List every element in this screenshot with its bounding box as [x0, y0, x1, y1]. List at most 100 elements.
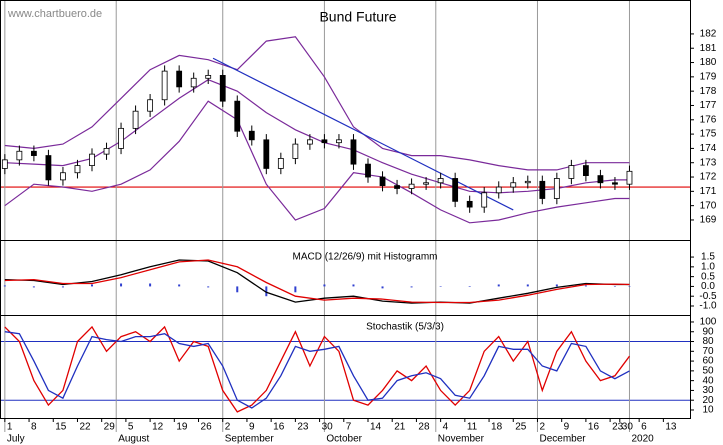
candle-body [205, 75, 212, 79]
histogram-bar [381, 286, 384, 289]
histogram-bar [236, 286, 239, 293]
y-tick-label: 60 [702, 356, 714, 367]
x-tick-label: 16 [273, 422, 285, 433]
candle-body [306, 139, 313, 145]
y-tick-label: 1.0 [701, 261, 715, 272]
histogram-bar [120, 283, 123, 287]
x-tick-label: 8 [31, 422, 37, 433]
candle-body [379, 176, 386, 187]
candle-body [103, 148, 110, 155]
candle-body [481, 192, 488, 208]
y-tick-label: 169 [700, 215, 717, 226]
x-tick-label: 2 [225, 422, 231, 433]
y-tick-label: 171 [700, 186, 717, 197]
y-tick-label: 30 [702, 385, 714, 396]
candle-body [539, 180, 546, 199]
month-label: August [118, 434, 149, 445]
histogram-bar [613, 286, 616, 287]
month-label: October [326, 434, 362, 445]
candle-body [394, 185, 400, 189]
histogram-bar [497, 284, 500, 287]
candle-body [423, 182, 430, 185]
candle-body [350, 139, 357, 165]
y-tick-label: 0.5 [701, 271, 715, 282]
x-tick-label: 7 [346, 422, 352, 433]
x-tick-label: 18 [491, 422, 503, 433]
x-tick-label: 19 [176, 422, 188, 433]
chart-title: Bund Future [319, 9, 396, 25]
candle-body [597, 175, 604, 184]
x-tick-label: 15 [55, 422, 67, 433]
x-tick-label: 11 [467, 422, 478, 433]
month-label: July [7, 434, 25, 445]
month-label: December [539, 434, 586, 445]
x-tick-label: 9 [564, 422, 570, 433]
y-tick-label: 1.5 [701, 252, 715, 263]
candle-body [74, 165, 81, 174]
y-tick-label: 70 [702, 346, 714, 357]
histogram-bar [410, 286, 413, 288]
x-tick-label: 25 [515, 422, 527, 433]
histogram-bar [207, 286, 210, 288]
x-tick-label: 14 [370, 422, 382, 433]
month-label: November [438, 434, 485, 445]
y-tick-label: 173 [700, 157, 717, 168]
candle-body [510, 182, 517, 188]
series-line [4, 259, 630, 304]
candle-body [612, 182, 618, 185]
candle-body [553, 178, 560, 199]
histogram-bar [526, 284, 529, 287]
x-tick-label: 26 [201, 422, 213, 433]
y-tick-label: 181 [700, 43, 717, 54]
stochastic-title: Stochastik (5/3/3) [366, 322, 444, 333]
series-line [4, 36, 630, 171]
candle-body [582, 165, 589, 176]
under-layer [0, 1, 690, 432]
histogram-bar [265, 286, 268, 297]
candle-body [321, 139, 328, 144]
candle-body [1, 159, 8, 169]
y-tick-label: 176 [700, 114, 717, 125]
y-tick-label: -0.5 [699, 291, 717, 302]
watermark: www.chartbuero.de [7, 8, 102, 20]
y-tick-label: 177 [700, 100, 717, 111]
x-tick-label: 28 [418, 422, 430, 433]
x-tick-label: 2 [539, 422, 545, 433]
histogram-bar [61, 286, 64, 288]
candle-body [219, 75, 226, 102]
candle-body [118, 127, 124, 149]
y-tick-label: -1.0 [699, 301, 717, 312]
x-tick-label: 4 [443, 422, 449, 433]
candle-body [626, 170, 633, 185]
y-tick-label: 178 [700, 86, 717, 97]
candle-body [408, 183, 415, 189]
x-tick-label: 30 [322, 422, 334, 433]
candle-body [147, 99, 154, 112]
series-line [4, 331, 630, 409]
x-tick-label: 22 [79, 422, 91, 433]
y-tick-label: 100 [700, 317, 717, 328]
histogram-bar [439, 286, 442, 287]
candle-body [16, 150, 23, 161]
x-tick-label: 21 [394, 422, 406, 433]
candle-body [30, 150, 37, 156]
candle-body [336, 139, 342, 144]
x-tick-label: 1 [7, 422, 13, 433]
candle-body [60, 172, 66, 181]
histogram-bar [149, 283, 152, 287]
histogram-bar [628, 286, 631, 287]
x-tick-label: 9 [249, 422, 255, 433]
histogram-bar [584, 285, 587, 287]
candle-body [45, 155, 52, 181]
series-line [4, 100, 630, 224]
histogram-bar [3, 285, 6, 287]
y-tick-label: 40 [702, 375, 714, 386]
y-tick-label: 80 [702, 336, 714, 347]
y-tick-label: 182 [700, 29, 717, 40]
month-label: September [225, 434, 275, 445]
candle-body [495, 186, 502, 194]
candle-body [89, 153, 95, 166]
candle-body [452, 178, 459, 202]
y-tick-label: 180 [700, 57, 717, 68]
